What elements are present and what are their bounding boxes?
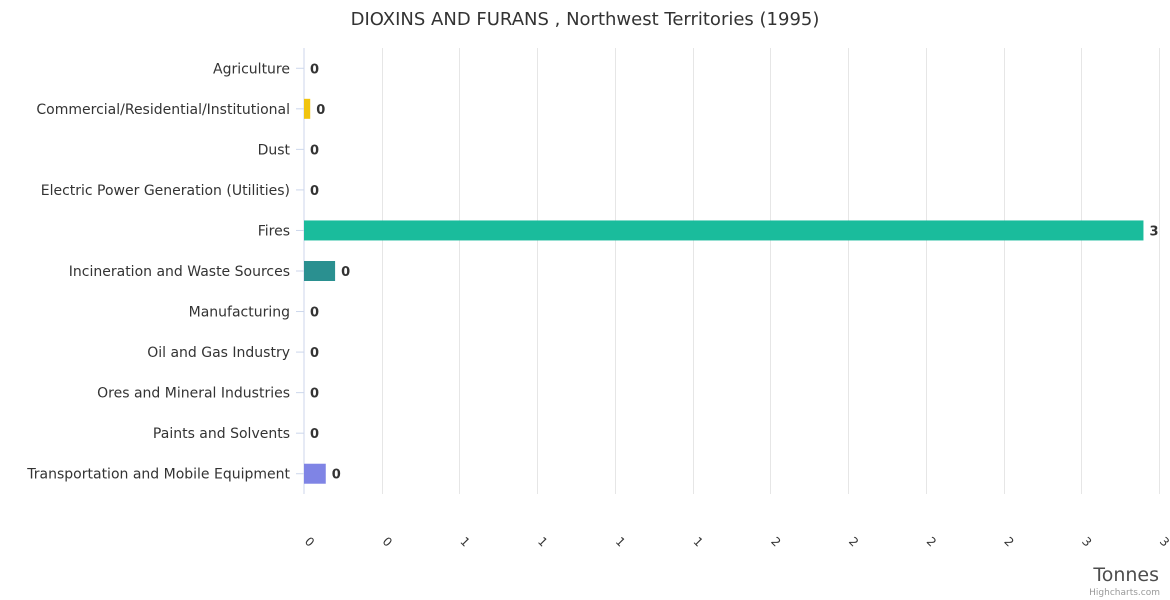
chart-title: DIOXINS AND FURANS , Northwest Territori… (351, 9, 820, 30)
category-labels: Agriculture Commercial/Residential/Instit… (26, 61, 304, 483)
category-label: Oil and Gas Industry (147, 345, 290, 361)
category-label: Commercial/Residential/Institutional (36, 102, 290, 118)
data-label: 0 (310, 62, 319, 77)
x-tick-label: 3 (1157, 534, 1170, 549)
x-tick-label: 3 (1079, 534, 1094, 549)
category-label: Ores and Mineral Industries (97, 386, 290, 402)
bar (304, 261, 336, 281)
data-label: 0 (310, 143, 319, 158)
x-tick-label: 0 (380, 534, 395, 549)
category-label: Electric Power Generation (Utilities) (41, 183, 290, 199)
data-label: 0 (310, 387, 319, 402)
category-label: Dust (258, 142, 291, 158)
category-label: Paints and Solvents (153, 426, 290, 442)
x-tick-label: 1 (613, 534, 628, 549)
x-tick-labels: 0 0 1 1 1 1 2 2 2 2 3 3 (302, 534, 1170, 549)
x-tick-label: 2 (1001, 534, 1016, 549)
bar (304, 98, 311, 119)
grid-lines (382, 48, 1160, 494)
category-label: Agriculture (213, 61, 290, 77)
x-tick-label: 2 (846, 534, 861, 549)
category-label: Incineration and Waste Sources (69, 264, 290, 280)
x-tick-label: 1 (457, 534, 472, 549)
data-label: 3 (1149, 224, 1158, 239)
category-label: Transportation and Mobile Equipment (26, 467, 290, 483)
data-label: 0 (310, 306, 319, 321)
data-label: 0 (316, 103, 325, 118)
data-label: 0 (332, 468, 341, 483)
bar (304, 220, 1144, 241)
data-label: 0 (310, 184, 319, 199)
data-labels: 0 0 0 0 3 0 0 0 0 0 0 (310, 62, 1159, 482)
category-label: Fires (258, 223, 290, 239)
data-label: 0 (310, 346, 319, 361)
x-tick-label: 2 (924, 534, 939, 549)
x-tick-label: 2 (768, 534, 783, 549)
data-label: 0 (310, 427, 319, 442)
x-axis-title: Tonnes (1092, 564, 1159, 586)
x-tick-label: 1 (535, 534, 550, 549)
bar (304, 463, 326, 484)
x-tick-label: 1 (691, 534, 706, 549)
bars-group (304, 98, 1144, 484)
x-tick-label: 0 (302, 534, 317, 549)
data-label: 0 (341, 265, 350, 280)
credits-link[interactable]: Highcharts.com (1089, 588, 1160, 598)
category-label: Manufacturing (189, 305, 290, 321)
